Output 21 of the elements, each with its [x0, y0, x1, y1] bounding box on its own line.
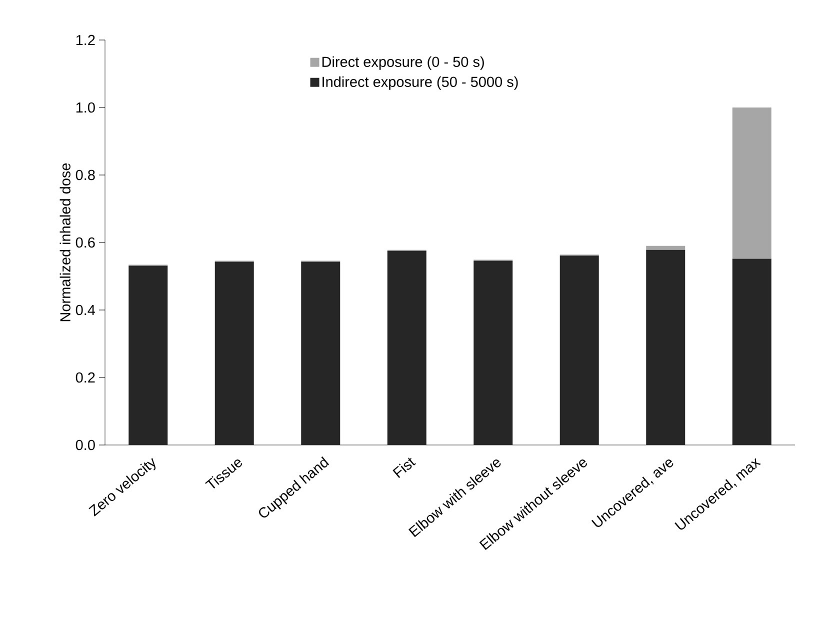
y-tick-label: 0.4: [76, 304, 96, 316]
y-tick-label: 0.0: [76, 440, 95, 450]
y-tick-label: 1.0: [76, 102, 95, 113]
bar: [301, 262, 340, 445]
bar: [646, 246, 686, 250]
bar: [214, 262, 254, 445]
bar: [474, 260, 513, 445]
y-tick-label: 0.6: [76, 237, 95, 248]
y-axis-title: Normalized inhaled dose: [60, 163, 70, 322]
bar: [560, 256, 599, 445]
y-tick-label: 0.8: [76, 170, 95, 180]
legend-label: Indirect exposure (50 - 5000 s): [322, 76, 518, 90]
y-tick-label: 1.2: [76, 34, 95, 46]
x-tick-label: Fist: [392, 458, 416, 478]
bar: [646, 250, 686, 445]
legend-label: Direct exposure (0 - 50 s): [322, 56, 484, 70]
bar: [732, 258, 772, 445]
bar: [387, 250, 426, 445]
y-tick-label: 0.2: [76, 372, 95, 383]
bar: [128, 266, 168, 445]
bar: [732, 107, 772, 259]
